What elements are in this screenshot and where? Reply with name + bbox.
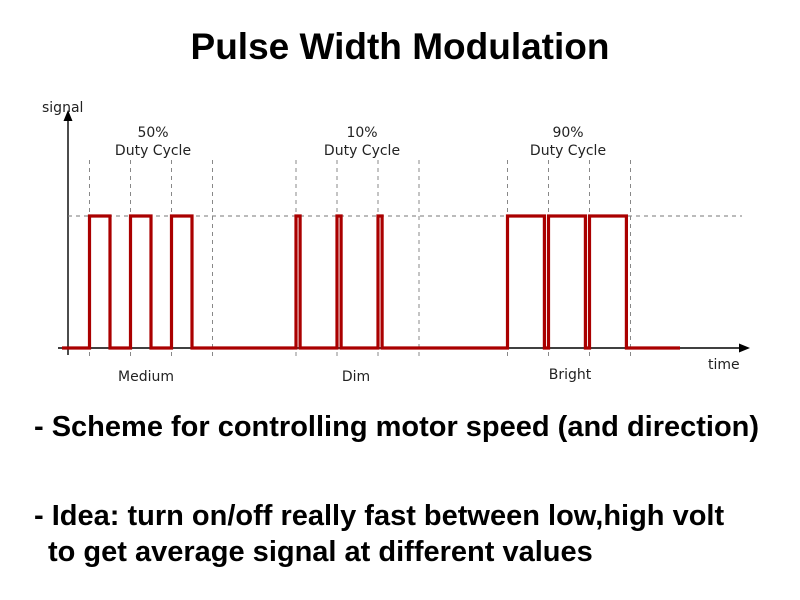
group-2-brightness: Dim (342, 369, 370, 385)
pwm-signal-waveform (62, 214, 680, 350)
bullet-idea-continued: to get average signal at different value… (48, 536, 593, 568)
y-axis-label: signal (42, 100, 83, 116)
group-3-percent: 90% (552, 125, 583, 141)
group-3-caption: Duty Cycle (530, 143, 606, 159)
group-3-brightness: Bright (549, 367, 592, 383)
group-1-brightness: Medium (118, 369, 174, 385)
group-1-caption: Duty Cycle (115, 143, 191, 159)
y-axis-arrow-icon (63, 110, 73, 121)
bullet-idea: - Idea: turn on/off really fast between … (34, 500, 725, 532)
x-axis-label: time (708, 357, 740, 373)
x-axis-arrow-icon (739, 343, 750, 353)
slide-title: Pulse Width Modulation (190, 26, 610, 67)
group-1-percent: 50% (137, 125, 168, 141)
group-2-caption: Duty Cycle (324, 143, 400, 159)
group-2-percent: 10% (346, 125, 377, 141)
pwm-diagram: signal time 50% Duty Cycle 10% Duty Cycl… (42, 100, 750, 385)
bullet-scheme: - Scheme for controlling motor speed (an… (34, 411, 760, 443)
